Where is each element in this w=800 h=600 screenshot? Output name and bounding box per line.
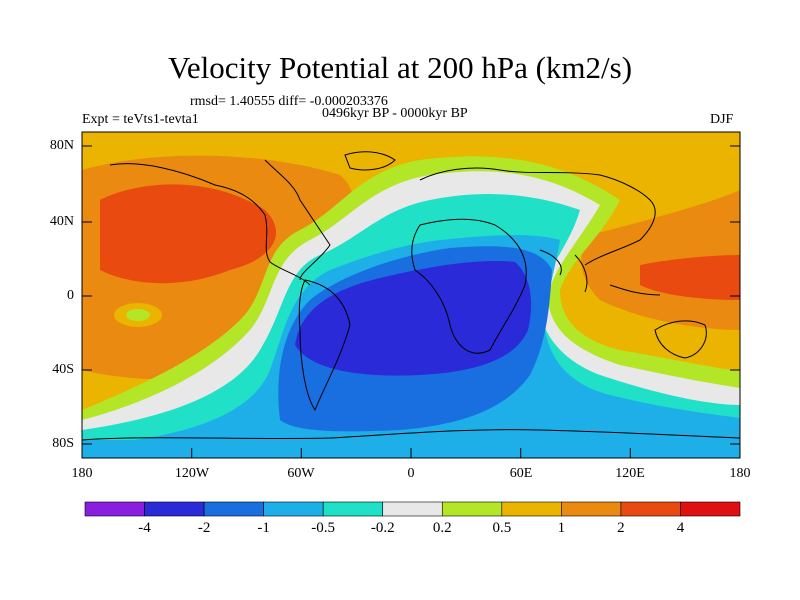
- contour-north-band: [82, 132, 740, 155]
- colorbar-label: 2: [617, 520, 625, 536]
- colorbar-label: 0.2: [432, 520, 452, 536]
- lon-label-0: 0: [407, 466, 415, 481]
- colorbar-swatch: [501, 501, 562, 517]
- coastlines: [82, 151, 740, 441]
- colorbar-swatch: [144, 501, 205, 517]
- colorbar-swatch: [203, 501, 264, 517]
- colorbar-swatch: [561, 501, 622, 517]
- colorbar: [84, 501, 741, 517]
- colorbar-swatch: [382, 501, 443, 517]
- coast-greenland: [344, 151, 396, 171]
- colorbar-swatch: [620, 501, 681, 517]
- lon-label-180w: 180: [71, 466, 93, 481]
- contour-pacific-red: [100, 184, 277, 284]
- coast-eurasia: [419, 167, 656, 266]
- contour-field: [82, 132, 740, 458]
- colorbar-label: -4: [138, 520, 151, 536]
- coast-antarctica: [82, 429, 740, 441]
- lat-label-80s: 80S: [52, 436, 74, 451]
- colorbar-swatch: [263, 501, 324, 517]
- colorbar-label: -1: [257, 520, 270, 536]
- contour-dark-blue: [295, 260, 532, 376]
- season-label: DJF: [710, 112, 734, 127]
- lat-label-80n: 80N: [49, 138, 74, 153]
- coast-africa: [411, 218, 527, 354]
- coast-india: [574, 254, 588, 293]
- experiment-label: Expt = teVts1-tevta1: [82, 112, 199, 127]
- lat-label-0: 0: [67, 288, 74, 303]
- lon-label-180e: 180: [729, 466, 751, 481]
- contour-small-blob-inner: [126, 309, 150, 321]
- colorbar-label: 4: [676, 520, 685, 536]
- colorbar-swatch: [322, 501, 384, 517]
- lat-label-40s: 40S: [52, 362, 74, 377]
- lon-label-120e: 120E: [615, 466, 645, 481]
- colorbar-label: -0.5: [311, 520, 336, 536]
- coast-australia: [654, 320, 707, 359]
- colorbar-label: 0.5: [492, 520, 512, 536]
- contour-westpac-red: [640, 255, 740, 300]
- lon-label-60w: 60W: [287, 466, 315, 481]
- lon-label-60e: 60E: [509, 466, 533, 481]
- stats-subtitle: rmsd= 1.40555 diff= -0.000203376: [190, 94, 388, 109]
- colorbar-swatch: [441, 501, 503, 517]
- colorbar-label: -0.2: [370, 520, 395, 536]
- colorbar-swatch: [84, 501, 145, 517]
- coast-north-america-east: [264, 159, 331, 281]
- coast-north-america-west: [109, 163, 311, 286]
- coast-arabia: [539, 249, 562, 276]
- colorbar-label: 1: [557, 520, 566, 536]
- lon-label-120w: 120W: [174, 466, 210, 481]
- coast-south-america: [298, 279, 351, 412]
- period-subtitle: 0496kyr BP - 0000kyr BP: [322, 106, 468, 121]
- colorbar-label: -2: [197, 520, 211, 536]
- chart-title: Velocity Potential at 200 hPa (km2/s): [167, 50, 633, 85]
- colorbar-swatch: [680, 501, 741, 517]
- lat-label-40n: 40N: [49, 214, 74, 229]
- coast-indonesia: [609, 284, 661, 296]
- tick-marks: [81, 145, 741, 458]
